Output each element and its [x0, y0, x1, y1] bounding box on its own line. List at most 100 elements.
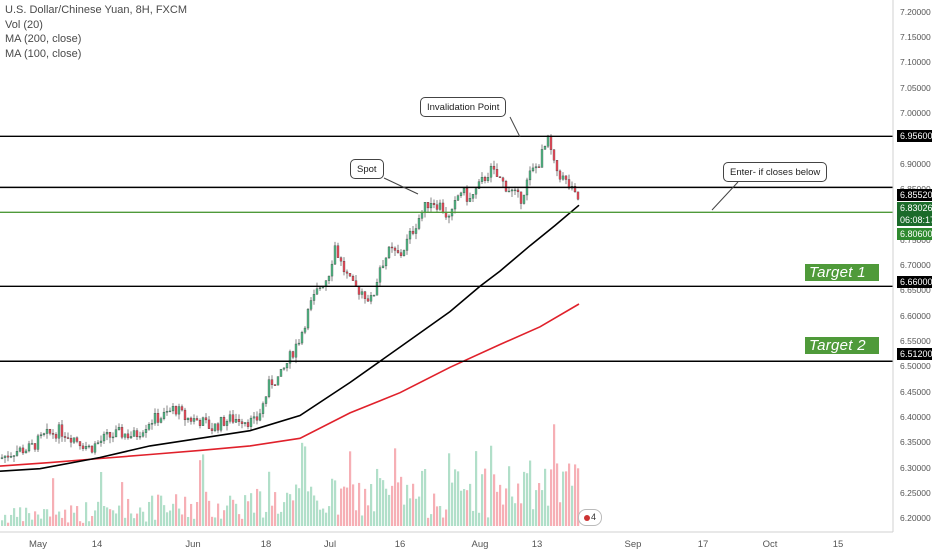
candle-body: [147, 424, 151, 430]
candle-body: [225, 421, 229, 426]
candle-body: [48, 428, 52, 434]
candle-body: [108, 432, 112, 438]
volume-bar: [28, 513, 31, 526]
events-badge[interactable]: 4: [578, 509, 602, 526]
candle-body: [342, 260, 346, 273]
volume-bar: [142, 511, 145, 526]
volume-bar: [388, 494, 391, 526]
candle-body: [171, 406, 175, 412]
volume-bar: [403, 504, 406, 526]
candle-body: [87, 445, 91, 448]
candle-body: [150, 423, 154, 425]
spot-callout[interactable]: Spot: [350, 159, 384, 179]
candle-body: [51, 433, 55, 435]
volume-bar: [337, 514, 340, 526]
candle-body: [156, 413, 160, 423]
candle-body: [39, 434, 43, 437]
candle-body: [69, 437, 73, 443]
volume-bar: [517, 483, 520, 526]
candle-body: [312, 294, 316, 301]
ma200-indicator-label[interactable]: MA (200, close): [5, 33, 82, 45]
volume-bar: [523, 471, 526, 526]
candle-body: [231, 414, 235, 423]
volume-bar: [274, 492, 277, 526]
volume-bar: [280, 511, 283, 526]
candle-body: [429, 203, 433, 209]
target-1-label[interactable]: Target 1: [805, 264, 879, 281]
price-tick-label: 6.20000: [900, 513, 931, 524]
candle-body: [309, 300, 313, 310]
volume-bar: [70, 505, 73, 526]
candle-body: [435, 204, 439, 210]
candle-body: [537, 166, 541, 168]
volume-bar: [544, 468, 547, 526]
candle-body: [9, 456, 13, 458]
volume-bar: [259, 491, 262, 526]
volume-bar: [202, 454, 205, 526]
price-tick-label: 6.30000: [900, 462, 931, 473]
volume-bar: [529, 460, 532, 526]
candle-body: [462, 188, 466, 194]
volume-bar: [199, 460, 202, 526]
candle-body: [405, 238, 409, 251]
volume-bar: [460, 490, 463, 526]
time-tick-label: 14: [91, 539, 103, 550]
invalidation-pointer: [509, 116, 521, 138]
candle-body: [84, 446, 88, 449]
candle-body: [12, 455, 16, 457]
volume-bar: [187, 516, 190, 526]
volume-bar: [346, 487, 349, 526]
volume-bar: [205, 491, 208, 526]
candle-body: [174, 406, 178, 415]
time-tick-label: 13: [531, 539, 543, 550]
candle-body: [90, 445, 94, 453]
candle-body: [129, 436, 133, 439]
volume-bar: [52, 478, 55, 526]
candle-body: [63, 436, 67, 438]
candle-body: [195, 418, 199, 421]
volume-bar: [100, 472, 103, 526]
candle-body: [546, 135, 550, 147]
candle-body: [354, 280, 358, 287]
price-tick-label: 6.90000: [900, 158, 931, 169]
volume-bar: [85, 502, 88, 526]
price-tick-label: 7.15000: [900, 32, 931, 42]
volume-bar: [40, 518, 43, 526]
volume-bar: [13, 508, 16, 526]
volume-bar: [160, 495, 163, 526]
candle-body: [360, 291, 364, 295]
volume-bar: [340, 488, 343, 526]
time-tick-label: 17: [697, 539, 709, 550]
candle-body: [240, 421, 244, 424]
candle-body: [420, 212, 424, 219]
volume-bar: [400, 476, 403, 526]
enter-pointer: [711, 181, 739, 211]
price-tick-label: 6.40000: [900, 412, 931, 422]
ma100-indicator-label[interactable]: MA (100, close): [5, 47, 82, 60]
volume-bar: [277, 513, 280, 526]
candle-body: [264, 396, 268, 404]
candle-body: [180, 406, 184, 411]
candle-body: [246, 422, 250, 427]
volume-bar: [412, 483, 415, 526]
volume-bar: [370, 484, 373, 526]
volume-bar: [478, 512, 481, 526]
candle-body: [159, 418, 163, 423]
volume-indicator-label[interactable]: Vol (20): [5, 18, 43, 31]
candle-body: [531, 167, 535, 172]
invalidation-callout[interactable]: Invalidation Point: [420, 97, 507, 117]
volume-bar: [307, 491, 310, 526]
volume-bar: [190, 503, 193, 526]
volume-bar: [493, 474, 496, 526]
candle-body: [189, 417, 193, 422]
candle-body: [36, 435, 40, 450]
volume-bar: [172, 503, 175, 526]
enter-callout[interactable]: Enter- if closes below: [723, 162, 828, 182]
candle-body: [78, 441, 82, 447]
target-2-label[interactable]: Target 2: [805, 337, 879, 354]
candle-body: [381, 265, 385, 268]
candle-body: [291, 351, 295, 358]
candle-body: [297, 342, 301, 345]
volume-bar: [328, 506, 331, 526]
